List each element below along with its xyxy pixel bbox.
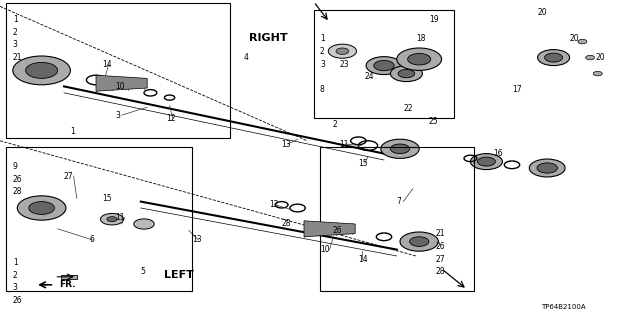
Text: 2: 2 (13, 28, 17, 36)
Circle shape (390, 144, 410, 154)
Text: RIGHT: RIGHT (250, 33, 288, 44)
Circle shape (17, 196, 66, 220)
Circle shape (593, 71, 602, 76)
Text: 12: 12 (269, 200, 278, 209)
Circle shape (537, 163, 557, 173)
Text: 5: 5 (141, 268, 146, 276)
Circle shape (538, 50, 570, 66)
Circle shape (107, 217, 117, 222)
Circle shape (100, 213, 124, 225)
Text: 2: 2 (13, 271, 17, 280)
Circle shape (390, 66, 422, 82)
Text: 13: 13 (282, 140, 291, 148)
Text: 24: 24 (365, 72, 374, 81)
Text: 10: 10 (320, 245, 330, 254)
Text: 26: 26 (13, 296, 22, 305)
Text: 13: 13 (192, 236, 202, 244)
Text: 8: 8 (320, 85, 324, 94)
Circle shape (408, 53, 431, 65)
Text: 28: 28 (13, 188, 22, 196)
Circle shape (29, 202, 54, 214)
Text: 28: 28 (435, 268, 445, 276)
Text: 26: 26 (435, 242, 445, 251)
Text: 1: 1 (70, 127, 75, 136)
Text: 7: 7 (397, 197, 402, 206)
Text: 3: 3 (13, 40, 18, 49)
Circle shape (578, 39, 587, 44)
Circle shape (366, 57, 402, 75)
Text: 20: 20 (595, 53, 605, 62)
Text: 11: 11 (339, 140, 349, 148)
Circle shape (381, 139, 419, 158)
Text: 15: 15 (358, 159, 368, 168)
Text: 25: 25 (429, 117, 438, 126)
Text: 1: 1 (320, 34, 324, 43)
Text: 26: 26 (13, 175, 22, 184)
Text: 17: 17 (512, 85, 522, 94)
Circle shape (13, 56, 70, 85)
Circle shape (410, 237, 429, 246)
Text: LEFT: LEFT (164, 270, 194, 280)
Circle shape (477, 157, 495, 166)
Text: 18: 18 (416, 34, 426, 43)
Text: 26: 26 (333, 226, 342, 235)
Text: 28: 28 (282, 220, 291, 228)
Text: FR.: FR. (59, 280, 76, 289)
Text: 12: 12 (166, 114, 176, 123)
Text: 21: 21 (435, 229, 445, 238)
Text: TP64B2100A: TP64B2100A (541, 304, 586, 310)
Text: 11: 11 (115, 213, 125, 222)
Circle shape (336, 48, 349, 54)
Circle shape (134, 219, 154, 229)
Circle shape (400, 232, 438, 251)
Bar (61, 275, 77, 279)
Circle shape (545, 53, 563, 62)
Circle shape (397, 48, 442, 70)
Text: 19: 19 (429, 15, 438, 24)
Text: 4: 4 (243, 53, 248, 62)
Circle shape (470, 154, 502, 170)
Circle shape (26, 62, 58, 78)
Text: 20: 20 (538, 8, 547, 17)
Polygon shape (96, 75, 147, 91)
Text: 23: 23 (339, 60, 349, 68)
Text: 20: 20 (570, 34, 579, 43)
Circle shape (328, 44, 356, 58)
Text: 2: 2 (333, 120, 337, 129)
Text: 16: 16 (493, 149, 502, 158)
Text: 6: 6 (90, 236, 95, 244)
Text: 1: 1 (13, 15, 17, 24)
Text: 1: 1 (13, 258, 17, 267)
Circle shape (586, 55, 595, 60)
Text: 21: 21 (13, 53, 22, 62)
Text: 3: 3 (115, 111, 120, 120)
Text: 3: 3 (13, 284, 18, 292)
Text: 15: 15 (102, 194, 112, 203)
Circle shape (374, 60, 394, 71)
Circle shape (529, 159, 565, 177)
Text: 27: 27 (435, 255, 445, 264)
Text: 14: 14 (102, 60, 112, 68)
Text: 14: 14 (358, 255, 368, 264)
Circle shape (398, 69, 415, 78)
Text: 3: 3 (320, 60, 325, 68)
Text: 22: 22 (403, 104, 413, 113)
Text: 10: 10 (115, 82, 125, 91)
Text: 2: 2 (320, 47, 324, 56)
Text: 9: 9 (13, 162, 18, 171)
Polygon shape (304, 221, 355, 237)
Text: 27: 27 (64, 172, 74, 180)
